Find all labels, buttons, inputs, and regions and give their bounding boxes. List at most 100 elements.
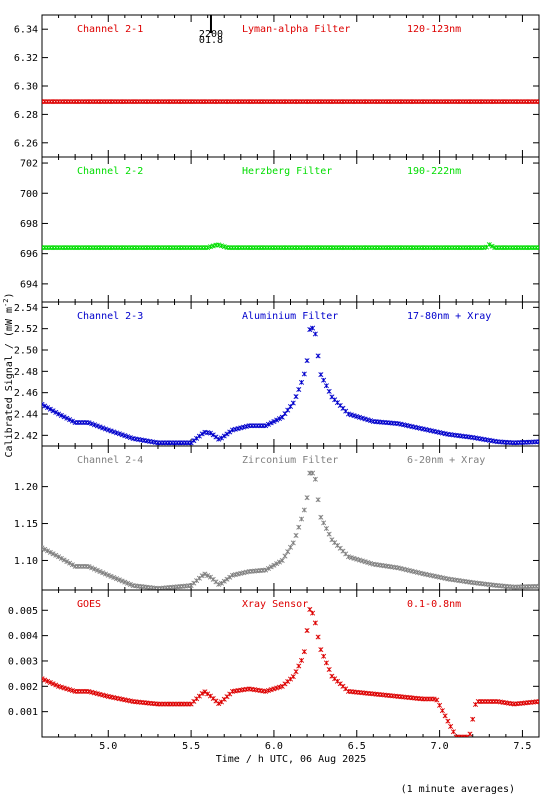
data-point <box>536 698 539 705</box>
data-point <box>301 649 307 655</box>
y-tick-label: 6.30 <box>14 82 38 93</box>
data-point <box>268 687 274 693</box>
panel-4: 1.10 1.15 1.20 Channel 2-4 Zirconium Filter 6… <box>14 445 540 591</box>
panel-label: Aluminium Filter <box>242 311 338 322</box>
data-point <box>318 514 324 520</box>
data-point <box>348 412 354 418</box>
data-point <box>61 557 67 563</box>
y-tick-label: 1.10 <box>14 556 38 567</box>
panel-frame <box>41 589 540 738</box>
data-point <box>318 372 324 378</box>
panel-label: 6-20nm + Xray <box>407 455 485 466</box>
data-point <box>321 520 327 526</box>
data-point <box>357 414 363 420</box>
data-point <box>536 99 539 105</box>
data-point <box>536 583 539 589</box>
data-point <box>434 697 440 703</box>
data-point <box>486 242 492 248</box>
data-point <box>42 546 48 552</box>
x-tick-label: 5.5 <box>182 741 200 752</box>
data-point <box>290 400 296 406</box>
y-tick-label: 696 <box>20 249 38 260</box>
y-axis-label: Calibrated Signal / (mW m-2) <box>2 293 15 458</box>
data-point <box>448 723 454 729</box>
data-point <box>205 245 211 251</box>
data-point <box>323 383 329 389</box>
data-point <box>119 432 125 438</box>
data-point <box>290 674 296 680</box>
data-point <box>299 379 305 385</box>
y-tick-label: 6.34 <box>14 25 38 36</box>
data-point <box>279 414 285 420</box>
data-point <box>199 573 205 579</box>
data-point <box>89 421 95 427</box>
panel-frame <box>41 301 540 447</box>
data-point <box>205 691 211 697</box>
data-point <box>362 559 368 565</box>
panel-label: Xray Sensor <box>242 599 308 610</box>
data-point <box>274 561 280 567</box>
data-point <box>218 580 224 586</box>
panel-frame <box>41 156 540 303</box>
panel-label: 190-222nm <box>407 166 461 177</box>
data-point <box>218 435 224 441</box>
panel-5: 0.001 0.002 0.003 0.004 0.005 GOES Xray Sensor… <box>8 589 540 738</box>
data-point <box>354 556 360 562</box>
panel-label: Channel 2-1 <box>77 24 143 35</box>
data-point <box>91 566 97 572</box>
data-point <box>216 436 222 442</box>
data-point <box>69 562 75 568</box>
data-point <box>439 708 445 714</box>
data-point <box>64 686 70 692</box>
data-point <box>47 406 53 412</box>
data-point <box>97 569 103 575</box>
data-point <box>64 559 70 565</box>
data-point <box>45 678 51 684</box>
data-point <box>304 628 310 634</box>
data-series <box>42 99 539 105</box>
data-point <box>42 401 45 407</box>
data-point <box>127 435 133 441</box>
data-point <box>205 573 211 579</box>
data-point <box>323 660 329 666</box>
data-point <box>53 409 59 415</box>
data-point <box>312 476 318 482</box>
data-point <box>216 701 222 707</box>
data-point <box>221 578 227 584</box>
data-point <box>296 386 302 392</box>
data-point <box>323 526 329 532</box>
data-point <box>94 423 100 429</box>
data-point <box>227 429 233 435</box>
panel-label: GOES <box>77 599 101 610</box>
data-point <box>127 581 133 587</box>
panel-label: Channel 2-4 <box>77 455 143 466</box>
data-point <box>125 434 131 440</box>
y-tick-label: 694 <box>20 279 38 290</box>
marker-label: 2200 <box>199 29 223 40</box>
data-point <box>122 579 128 585</box>
data-series <box>42 606 539 737</box>
panel-frame <box>41 14 540 158</box>
data-point <box>100 425 106 431</box>
data-point <box>307 606 313 612</box>
data-point <box>312 331 318 337</box>
data-point <box>56 683 62 689</box>
data-point <box>199 431 205 437</box>
data-point <box>50 408 56 414</box>
data-point <box>265 565 271 571</box>
data-point <box>221 244 227 250</box>
y-tick-label: 2.44 <box>14 410 38 421</box>
data-point <box>42 677 48 683</box>
data-point <box>105 427 111 433</box>
data-point <box>47 679 53 686</box>
x-tick-label: 6.5 <box>348 741 366 752</box>
data-point <box>271 686 277 692</box>
data-point <box>56 554 62 560</box>
data-point <box>207 430 213 436</box>
y-tick-label: 2.42 <box>14 431 38 442</box>
panel-frame <box>41 445 540 591</box>
data-point <box>265 688 271 694</box>
panel-label: Channel 2-3 <box>77 311 143 322</box>
data-point <box>296 524 302 530</box>
panel-2: 694 696 698 700 702 Channel 2-2 Herzberg Filte… <box>20 156 540 303</box>
